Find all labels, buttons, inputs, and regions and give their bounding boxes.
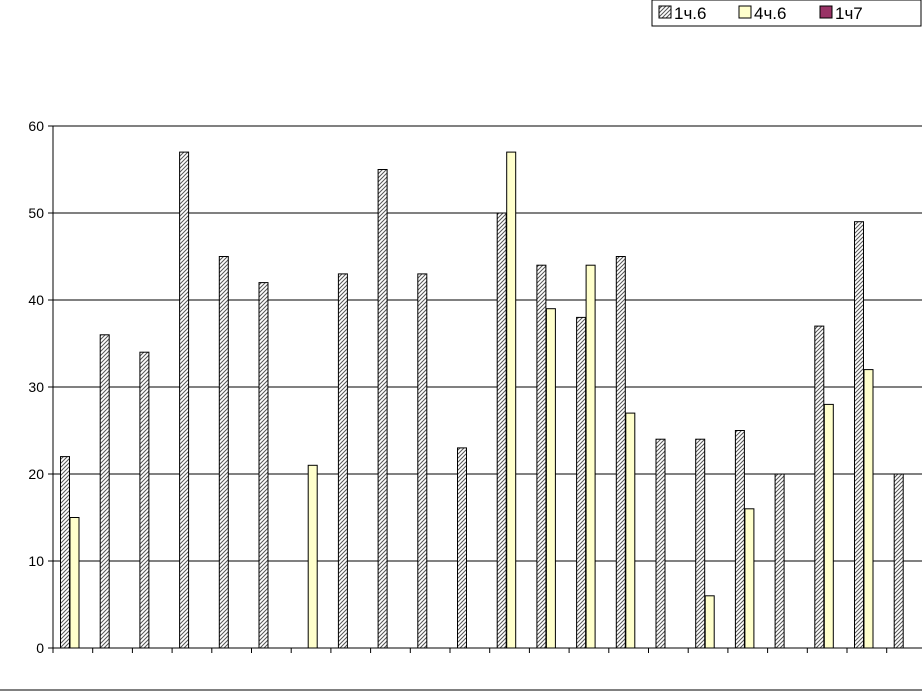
bar-1-19 [774,473,785,649]
bar-1-6 [258,282,269,649]
bar-1-10 [417,273,428,649]
y-tick-label: 20 [28,466,44,482]
bar-1-11 [457,447,467,649]
bar-2-12 [506,151,517,649]
bar-2-17 [704,595,715,649]
bar-2-21 [863,369,874,649]
bar-1-14 [576,316,587,649]
bar-1-9 [377,169,388,649]
y-axis-ticks: 0 10 20 30 40 50 60 [28,118,53,656]
y-tick-label: 50 [28,205,44,221]
legend-label-2: 4ч.6 [754,4,787,23]
y-tick-label: 30 [28,379,44,395]
legend-swatch-1 [658,5,672,19]
bar-1-1 [60,456,70,649]
bar-2-18 [744,508,755,649]
axes [0,126,922,691]
bar-1-5 [218,256,229,649]
legend-label-1: 1ч.6 [674,4,707,23]
bar-1-8 [337,273,348,649]
bar-1-20 [814,325,825,649]
bar-2-7 [307,464,318,649]
y-tick-label: 10 [28,553,44,569]
bar-2-13 [545,308,556,649]
bars [60,151,904,649]
bar-1-12 [496,212,507,649]
bar-1-18 [734,430,745,649]
legend-box [651,0,922,27]
legend-swatch-2 [738,5,752,19]
bar-2-1 [69,517,80,649]
bar-1-2 [99,334,110,649]
legend-swatch-3 [819,5,833,19]
bar-1-3 [139,351,150,649]
y-tick-label: 60 [28,118,44,134]
bar-1-21 [854,221,864,649]
legend-label-3: 1ч7 [835,4,863,23]
x-axis-ticks [52,648,888,653]
bar-1-16 [655,438,666,649]
bar-1-17 [695,438,706,649]
legend: 1ч.6 4ч.6 1ч7 [651,0,922,27]
bar-2-20 [823,403,834,649]
bar-1-4 [179,151,190,649]
y-tick-label: 0 [36,640,44,656]
bar-2-15 [625,412,636,649]
bar-1-15 [615,256,626,649]
y-tick-label: 40 [28,292,44,308]
bar-1-13 [536,264,547,649]
bar-1-22 [893,473,904,649]
bar-2-14 [585,264,596,649]
